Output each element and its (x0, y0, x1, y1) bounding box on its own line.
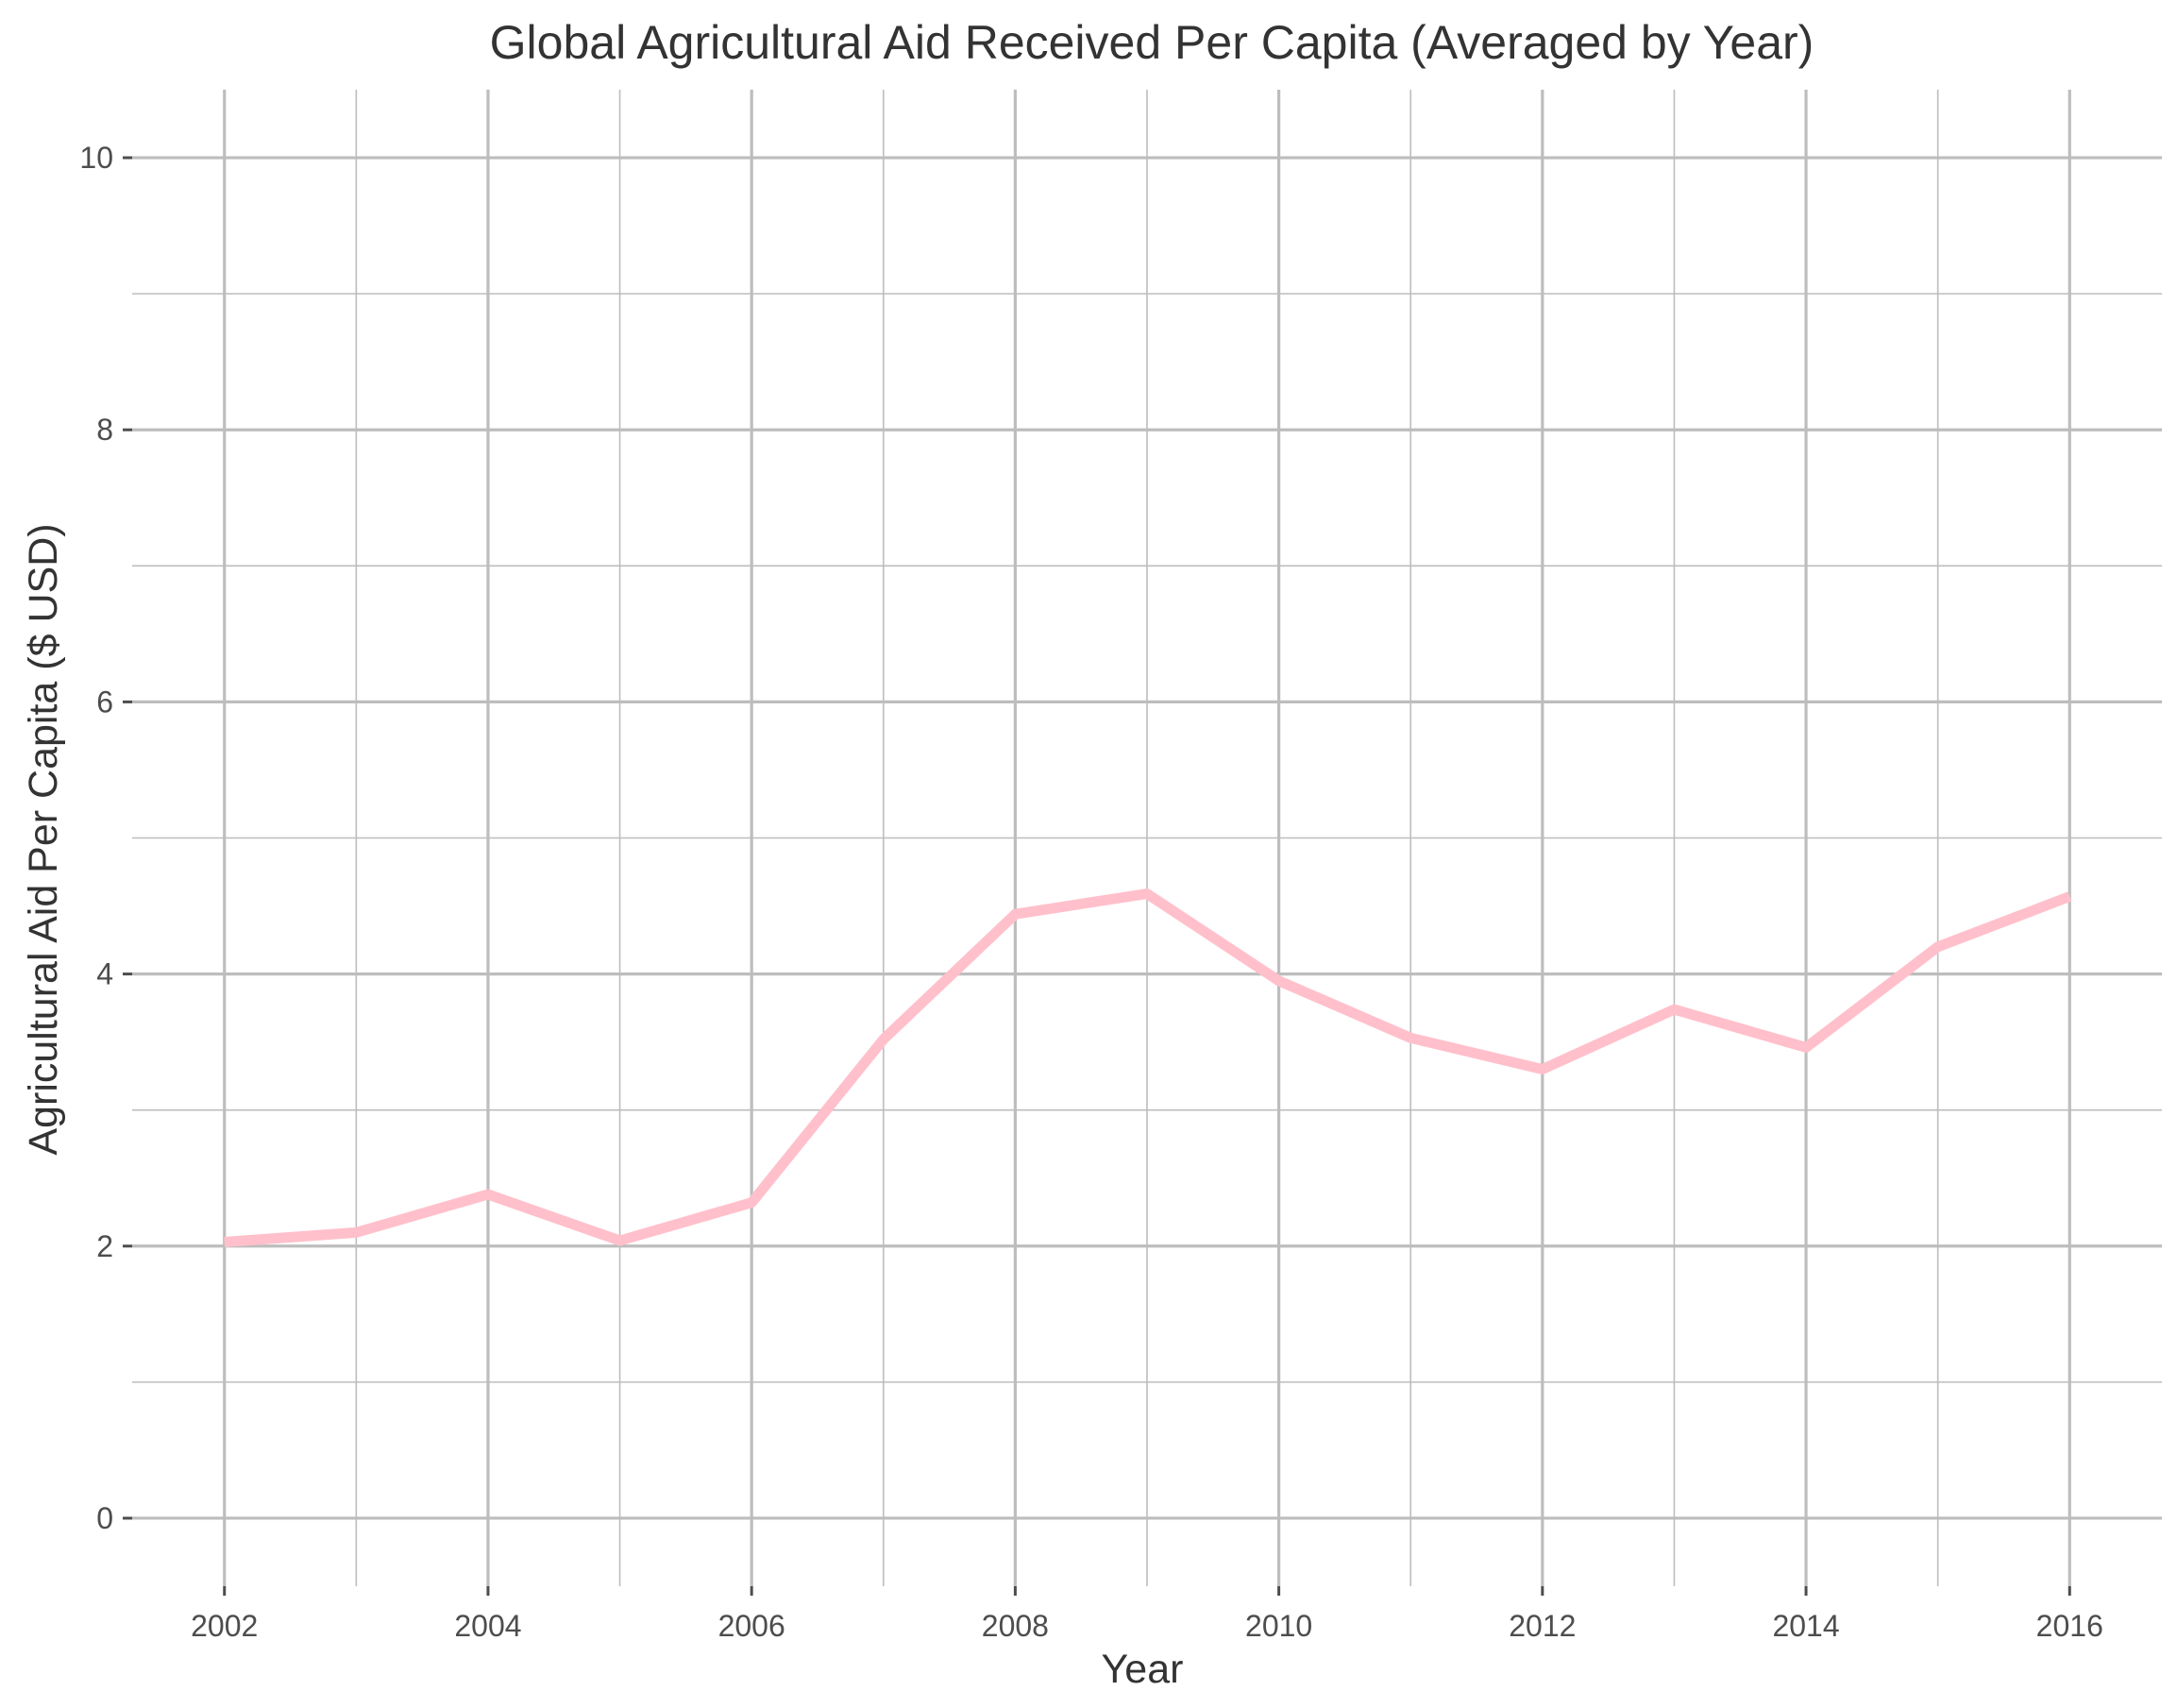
major-gridlines (132, 90, 2162, 1586)
y-tick-label-6: 6 (96, 685, 113, 719)
x-tick-label-2014: 2014 (1772, 1609, 1839, 1643)
x-tick-label-2004: 2004 (454, 1609, 521, 1643)
x-tick-label-2008: 2008 (982, 1609, 1049, 1643)
y-tick-label-4: 4 (96, 957, 113, 991)
data-point-2007 (878, 1034, 888, 1044)
data-point-2004 (482, 1190, 493, 1200)
data-point-2012 (1537, 1064, 1547, 1074)
x-tick-label-2016: 2016 (2036, 1609, 2103, 1643)
data-point-2010 (1274, 975, 1284, 986)
data-point-2016 (2065, 891, 2075, 902)
series-line-0 (224, 888, 2072, 1247)
x-tick-label-2006: 2006 (718, 1609, 785, 1643)
data-point-2003 (351, 1227, 362, 1238)
x-axis-title: Year (1102, 1647, 1184, 1692)
minor-gridlines (132, 90, 2162, 1586)
x-tick-label-2012: 2012 (1509, 1609, 1576, 1643)
data-point-2006 (747, 1197, 757, 1208)
series-layer (219, 888, 2075, 1247)
y-tick-label-10: 10 (79, 141, 113, 175)
tick-labels: 2002 2004 2006 2008 2010 2012 2014 2016 0 2 4 6 8 10 (79, 141, 2102, 1643)
x-tick-label-2002: 2002 (191, 1609, 258, 1643)
data-point-2002 (219, 1237, 229, 1247)
data-point-2011 (1406, 1033, 1416, 1043)
y-tick-label-0: 0 (96, 1501, 113, 1535)
data-point-2015 (1932, 941, 1943, 952)
y-tick-label-2: 2 (96, 1229, 113, 1263)
y-axis-title: Agricultural Aid Per Capita ($ USD) (21, 523, 66, 1155)
data-point-2013 (1669, 1005, 1679, 1015)
chart-title: Global Agricultural Aid Received Per Cap… (490, 16, 1814, 69)
data-point-2008 (1010, 909, 1021, 920)
data-point-2014 (1801, 1042, 1812, 1053)
x-tick-label-2010: 2010 (1245, 1609, 1312, 1643)
axis-ticks (123, 156, 2071, 1596)
data-point-2005 (615, 1236, 625, 1246)
y-tick-label-8: 8 (96, 413, 113, 447)
data-point-2009 (1142, 888, 1153, 899)
